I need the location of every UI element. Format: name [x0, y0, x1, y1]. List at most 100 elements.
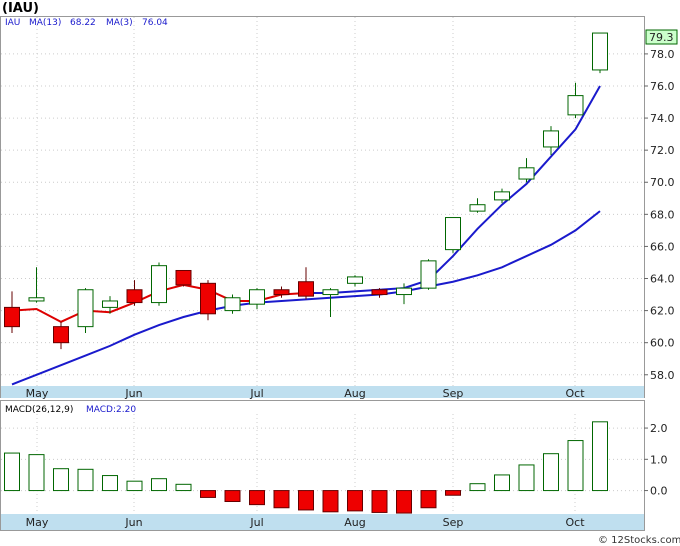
- macd-bar: [200, 490, 216, 498]
- last-price-label: 79.3: [649, 31, 674, 44]
- candle-body: [28, 297, 45, 302]
- candle-body: [592, 32, 608, 71]
- price-tick-label: 60.0: [650, 337, 675, 350]
- candle-body: [298, 281, 314, 297]
- macd-bar: [518, 464, 535, 492]
- macd-bar: [53, 468, 69, 492]
- copyright-footer: © 12Stocks.com: [598, 535, 680, 546]
- candle: [518, 158, 535, 183]
- grid-lines: [1, 17, 644, 514]
- price-tick-label: 64.0: [650, 273, 675, 286]
- candle-body: [175, 269, 192, 286]
- macd-bar: [469, 483, 486, 492]
- macd-bar: [77, 468, 94, 492]
- candle: [445, 217, 461, 253]
- candle: [224, 294, 241, 314]
- macd-value: MACD:2.20: [86, 405, 136, 415]
- candle: [567, 82, 584, 119]
- price-month-label: Aug: [344, 387, 365, 400]
- macd-bar: [494, 474, 510, 492]
- price-tick-label: 74.0: [650, 112, 675, 125]
- macd-tick-label: 1.0: [650, 453, 668, 466]
- price-panel-frame: [0, 16, 645, 398]
- candle: [102, 296, 118, 314]
- macd-month-label: Aug: [344, 516, 365, 529]
- candle: [543, 126, 559, 155]
- price-month-label: Oct: [565, 387, 585, 400]
- macd-tick-label: 2.0: [650, 422, 668, 435]
- price-tick-label: 78.0: [650, 48, 675, 61]
- candle: [28, 267, 45, 303]
- macd-bar: [592, 421, 608, 492]
- candle-body: [543, 130, 559, 148]
- price-tick-label: 68.0: [650, 208, 675, 221]
- legend-ma13-label: MA(13): [29, 18, 61, 28]
- candle-body: [126, 289, 143, 304]
- price-tick-label: 76.0: [650, 80, 675, 93]
- macd-bars: [4, 421, 608, 514]
- macd-bar: [175, 483, 192, 492]
- candle-body: [567, 95, 584, 116]
- candle: [322, 288, 339, 318]
- legend-symbol: IAU: [5, 18, 20, 28]
- legend-ma3-value: 76.04: [142, 18, 168, 28]
- price-tick-label: 62.0: [650, 305, 675, 318]
- candle: [249, 288, 265, 309]
- candle-body: [445, 217, 461, 251]
- candle-body: [102, 300, 118, 308]
- candle-body: [420, 260, 437, 289]
- candle: [53, 321, 69, 350]
- candle-body: [322, 289, 339, 296]
- macd-bar: [543, 453, 559, 492]
- macd-month-label: Jun: [124, 516, 142, 529]
- candle: [469, 198, 486, 213]
- price-y-axis: 58.0 60.0 62.0 64.0 66.0 68.0 70.0 72.0 74.0 76.0…: [644, 48, 675, 382]
- candle: [4, 291, 20, 334]
- macd-bar: [445, 490, 461, 496]
- candle: [151, 262, 167, 306]
- candle: [371, 288, 388, 298]
- candle: [175, 269, 192, 287]
- candle-body: [469, 204, 486, 212]
- candle: [298, 267, 314, 300]
- macd-label: MACD(26,12,9): [5, 405, 73, 415]
- macd-bar: [102, 475, 118, 492]
- macd-month-label: Jul: [249, 516, 263, 529]
- price-month-axis-strip: [1, 386, 644, 398]
- macd-tick-label: 0.0: [650, 485, 668, 498]
- price-tick-label: 66.0: [650, 240, 675, 253]
- macd-bar: [224, 490, 241, 502]
- macd-month-label: Oct: [565, 516, 585, 529]
- macd-bar: [567, 440, 584, 492]
- candle-body: [4, 306, 20, 328]
- ma3-line-up: [306, 85, 601, 294]
- macd-bar: [371, 490, 388, 513]
- candle-body: [518, 167, 535, 180]
- candle: [200, 280, 216, 321]
- candle: [273, 286, 290, 298]
- macd-bar: [249, 490, 265, 506]
- macd-bar: [273, 490, 290, 509]
- price-tick-label: 70.0: [650, 176, 675, 189]
- candle-body: [249, 289, 265, 305]
- price-month-label: Jun: [124, 387, 142, 400]
- candle: [494, 188, 510, 204]
- legend-ma13-value: 68.22: [70, 18, 96, 28]
- candle-body: [494, 191, 510, 201]
- candle-body: [151, 265, 167, 304]
- candle-body: [273, 289, 290, 296]
- macd-bar: [420, 490, 437, 509]
- macd-bar: [347, 490, 363, 512]
- macd-bar: [151, 478, 167, 492]
- price-tick-label: 72.0: [650, 144, 675, 157]
- price-month-label: Sep: [443, 387, 464, 400]
- macd-bar: [28, 454, 45, 492]
- candle: [126, 280, 143, 306]
- candle: [420, 259, 437, 290]
- candle-body: [200, 282, 216, 315]
- candle-body: [396, 287, 412, 296]
- macd-bar: [322, 490, 339, 513]
- price-month-label: Jul: [249, 387, 263, 400]
- candle-body: [371, 289, 388, 296]
